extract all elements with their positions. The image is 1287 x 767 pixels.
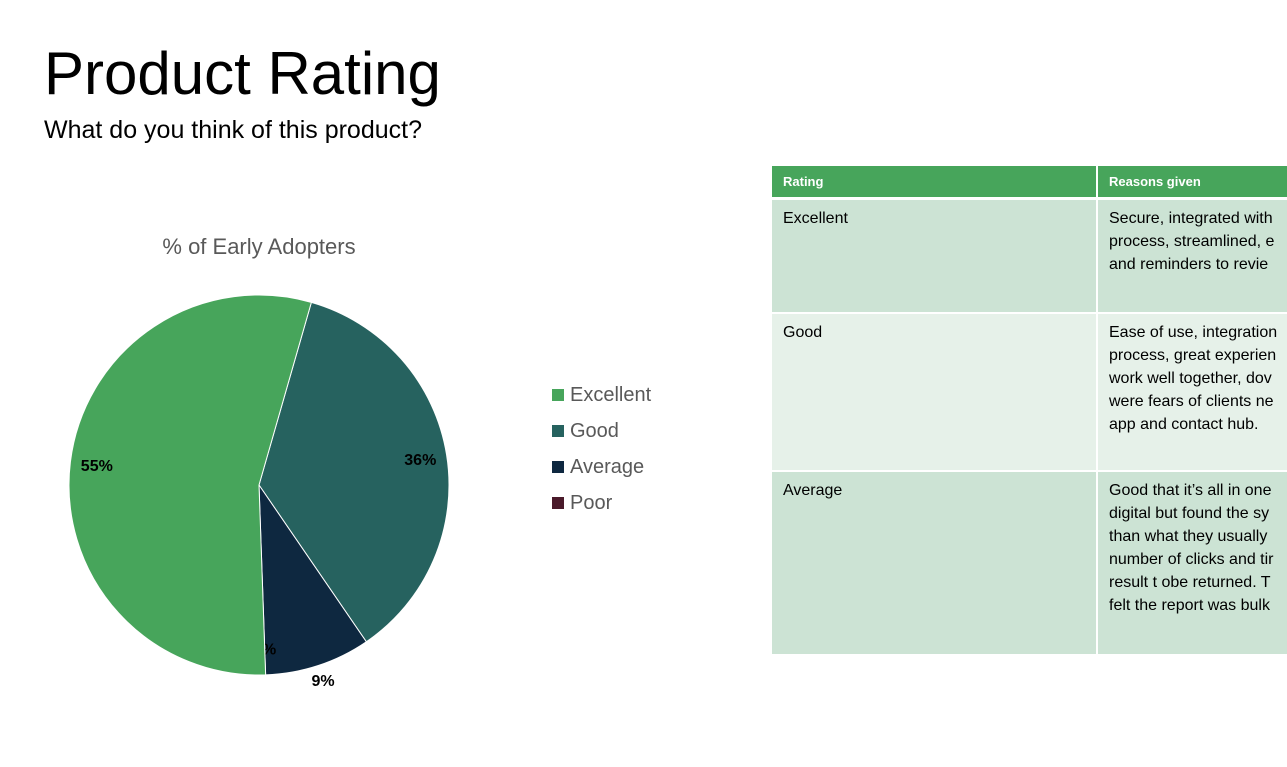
legend-swatch-good — [552, 425, 564, 437]
chart-legend: Excellent Good Average Poor — [552, 377, 651, 521]
data-label-excellent: 55% — [81, 458, 113, 475]
table-row: Excellent Secure, integrated with proces… — [772, 198, 1287, 314]
rating-cell: Good — [772, 312, 1098, 472]
legend-label-average: Average — [570, 455, 645, 478]
table-header-row: Rating Reasons given — [772, 166, 1287, 200]
legend-item-average: Average — [552, 449, 651, 485]
legend-item-good: Good — [552, 413, 651, 449]
rating-cell: Average — [772, 470, 1098, 656]
page-title: Product Rating — [44, 40, 441, 107]
pie-slice-average — [258, 483, 368, 676]
pie-slice-good — [258, 301, 450, 643]
table-row: Average Good that it’s all in one digita… — [772, 470, 1287, 656]
reasons-cell: Secure, integrated with process, streaml… — [1097, 198, 1287, 314]
ratings-table: Rating Reasons given Excellent Secure, i… — [772, 166, 1287, 656]
table-row: Good Ease of use, integration process, g… — [772, 312, 1287, 472]
column-header-reasons: Reasons given — [1097, 166, 1287, 200]
data-label-average: 9% — [312, 673, 335, 690]
rating-cell: Excellent — [772, 198, 1098, 314]
data-label-good: 36% — [404, 452, 436, 469]
legend-item-poor: Poor — [552, 485, 651, 521]
reasons-cell: Good that it’s all in one digital but fo… — [1097, 470, 1287, 656]
legend-swatch-poor — [552, 497, 564, 509]
legend-label-poor: Poor — [570, 491, 613, 514]
legend-label-good: Good — [570, 419, 619, 442]
pie-slice-excellent — [68, 294, 312, 676]
page-subtitle: What do you think of this product? — [44, 116, 422, 144]
legend-label-excellent: Excellent — [570, 383, 652, 406]
chart-title: % of Early Adopters — [162, 234, 356, 259]
reasons-cell: Ease of use, integration process, great … — [1097, 312, 1287, 472]
legend-swatch-average — [552, 461, 564, 473]
ratings-table-container: Rating Reasons given Excellent Secure, i… — [772, 166, 1287, 657]
legend-item-excellent: Excellent — [552, 377, 651, 413]
pie-chart: 36%9%0%55% — [68, 294, 450, 690]
column-header-rating: Rating — [772, 166, 1098, 200]
legend-swatch-excellent — [552, 389, 564, 401]
